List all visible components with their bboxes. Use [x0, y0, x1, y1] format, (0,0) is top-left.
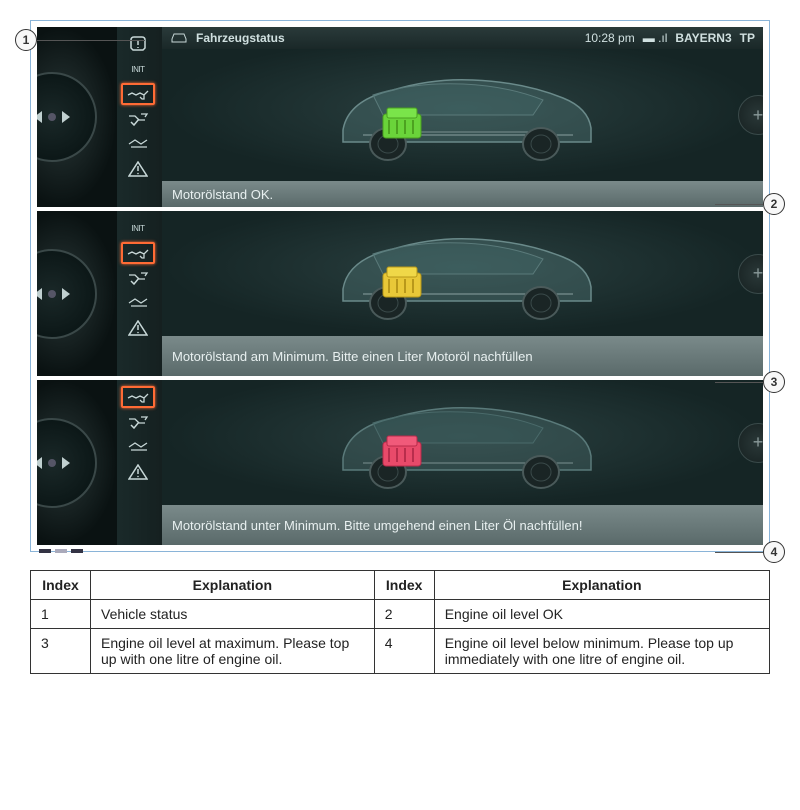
vehicle-status-screen: INIT Fahrzeugsta [37, 27, 763, 207]
service-due-icon[interactable] [121, 436, 155, 458]
callout-line [37, 40, 145, 41]
service-due-icon[interactable] [121, 133, 155, 155]
cell-explanation: Vehicle status [91, 600, 375, 629]
cell-explanation: Engine oil level at maximum. Please top … [91, 629, 375, 674]
service-ok-icon[interactable] [121, 267, 155, 289]
oil-icon[interactable] [121, 83, 155, 105]
cell-explanation: Engine oil level below minimum. Please t… [434, 629, 769, 674]
dial-arrows-icon [37, 97, 72, 137]
service-ok-icon[interactable] [121, 411, 155, 433]
callout-number: 4 [763, 541, 785, 563]
car-visualization: + [162, 49, 763, 181]
col-explanation: Explanation [434, 571, 769, 600]
content-area: + Motorölstand am Minimum. Bitte einen L… [162, 211, 763, 376]
callout-2: 2 [715, 193, 785, 215]
status-message: Motorölstand OK. [162, 181, 763, 207]
col-index: Index [31, 571, 91, 600]
car-header-icon [170, 31, 188, 46]
idrive-dial[interactable] [37, 418, 97, 508]
cell-explanation: Engine oil level OK [434, 600, 769, 629]
warning-icon[interactable] [121, 158, 155, 180]
table-row: 1 Vehicle status 2 Engine oil level OK [31, 600, 770, 629]
oil-icon[interactable] [121, 242, 155, 264]
cell-index: 2 [374, 600, 434, 629]
dial-area [37, 27, 117, 207]
dial-arrows-icon [37, 443, 72, 483]
plus-button[interactable]: + [738, 423, 763, 463]
callout-3: 3 [715, 371, 785, 393]
idrive-dial[interactable] [37, 249, 97, 339]
callout-number: 2 [763, 193, 785, 215]
warning-icon[interactable] [121, 461, 155, 483]
oil-icon[interactable] [121, 386, 155, 408]
plus-button[interactable]: + [738, 254, 763, 294]
icon-strip [117, 380, 162, 545]
status-message: Motorölstand unter Minimum. Bitte umgehe… [162, 505, 763, 545]
col-explanation: Explanation [91, 571, 375, 600]
header-bar: Fahrzeugstatus 10:28 pm ▬ .ıl BAYERN3 TP [162, 27, 763, 49]
content-area: Fahrzeugstatus 10:28 pm ▬ .ıl BAYERN3 TP [162, 27, 763, 207]
init-label[interactable]: INIT [121, 217, 155, 239]
callout-4: 4 [715, 541, 785, 563]
dial-area [37, 380, 117, 545]
vehicle-status-screen: INIT [37, 211, 763, 376]
page-marks [39, 549, 83, 553]
radio-station: BAYERN3 [675, 31, 731, 45]
callout-number: 3 [763, 371, 785, 393]
legend-table: Index Explanation Index Explanation 1 Ve… [30, 570, 770, 674]
page-title: Fahrzeugstatus [196, 31, 577, 45]
service-ok-icon[interactable] [121, 108, 155, 130]
cell-index: 4 [374, 629, 434, 674]
car-visualization: + [162, 211, 763, 336]
callout-line [715, 204, 763, 205]
init-label[interactable]: INIT [121, 58, 155, 80]
callout-number: 1 [15, 29, 37, 51]
col-index: Index [374, 571, 434, 600]
table-row: 3 Engine oil level at maximum. Please to… [31, 629, 770, 674]
figure-container: 1 2 3 4 INIT [30, 20, 770, 552]
content-area: + Motorölstand unter Minimum. Bitte umge… [162, 380, 763, 545]
callout-1: 1 [15, 29, 145, 51]
dial-area [37, 211, 117, 376]
plus-button[interactable]: + [738, 95, 763, 135]
car-diagram [313, 388, 613, 498]
callout-line [715, 382, 763, 383]
cell-index: 3 [31, 629, 91, 674]
callout-line [715, 552, 763, 553]
dial-arrows-icon [37, 274, 72, 314]
status-message: Motorölstand am Minimum. Bitte einen Lit… [162, 336, 763, 376]
clock: 10:28 pm [585, 31, 635, 45]
vehicle-status-screen: + Motorölstand unter Minimum. Bitte umge… [37, 380, 763, 545]
cell-index: 1 [31, 600, 91, 629]
icon-strip: INIT [117, 27, 162, 207]
car-diagram [313, 219, 613, 329]
tp-label: TP [740, 31, 755, 45]
service-due-icon[interactable] [121, 292, 155, 314]
car-visualization: + [162, 380, 763, 505]
signal-icon: ▬ .ıl [643, 31, 668, 45]
icon-strip: INIT [117, 211, 162, 376]
car-diagram [313, 60, 613, 170]
idrive-dial[interactable] [37, 72, 97, 162]
warning-icon[interactable] [121, 317, 155, 339]
screens-stack: INIT Fahrzeugsta [37, 27, 763, 545]
